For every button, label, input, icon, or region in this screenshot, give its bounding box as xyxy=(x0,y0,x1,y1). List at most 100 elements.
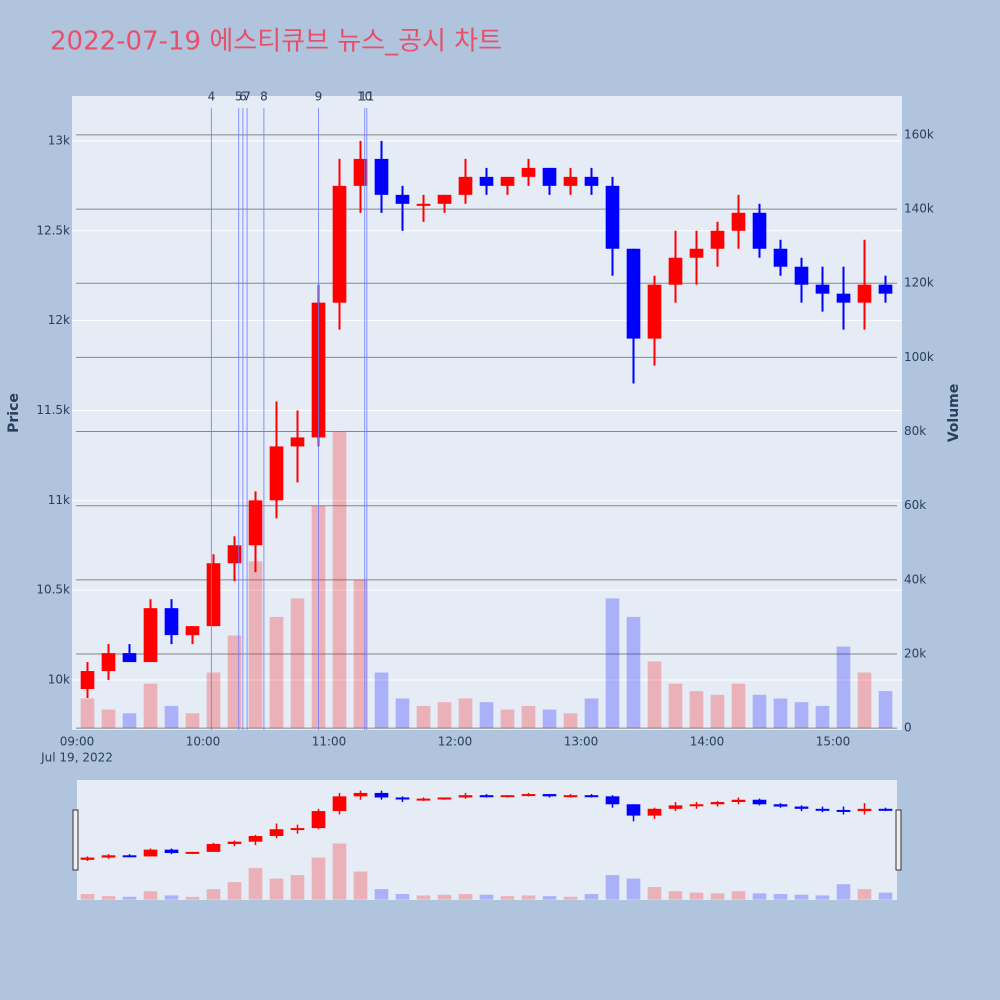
mini-candle-body xyxy=(80,857,95,860)
y-tick-label: 13k xyxy=(48,133,70,147)
candle-body xyxy=(836,293,851,303)
mini-volume-bar xyxy=(143,891,158,900)
candle-body xyxy=(710,230,725,249)
volume-bar xyxy=(227,635,242,729)
mini-candle-body xyxy=(731,799,746,803)
mini-candle-body xyxy=(752,799,767,805)
volume-bar xyxy=(269,616,284,729)
candle-body xyxy=(248,500,263,546)
mini-volume-bar xyxy=(416,895,431,900)
mini-volume-bar xyxy=(815,895,830,900)
y-axis-title: Price xyxy=(6,393,22,433)
mini-volume-bar xyxy=(227,882,242,900)
mini-volume-bar xyxy=(185,896,200,900)
mini-volume-bar xyxy=(479,894,494,900)
mini-candle-body xyxy=(437,797,452,800)
candle-body xyxy=(458,176,473,195)
candle-body xyxy=(647,284,662,339)
y-tick-label: 12.5k xyxy=(36,223,70,237)
x-tick-label: 12:00 xyxy=(438,735,473,749)
y2-tick-label: 80k xyxy=(904,424,926,438)
volume-bar xyxy=(626,616,641,729)
candle-body xyxy=(752,212,767,249)
volume-bar xyxy=(878,691,893,729)
y2-axis-title: Volume xyxy=(946,384,962,443)
mini-volume-bar xyxy=(668,891,683,900)
mini-candle-body xyxy=(794,806,809,809)
candle-body xyxy=(122,653,137,663)
news-label: 8 xyxy=(260,90,268,104)
volume-bar xyxy=(689,691,704,729)
mini-candle-body xyxy=(416,798,431,801)
mini-volume-bar xyxy=(752,893,767,900)
candle-body xyxy=(206,563,221,627)
candle-body xyxy=(731,212,746,231)
range-handle[interactable] xyxy=(895,809,902,871)
news-label: 10 xyxy=(357,90,372,104)
candle-body xyxy=(353,158,368,186)
mini-volume-bar xyxy=(878,892,893,900)
volume-bar xyxy=(773,698,788,729)
candle-body xyxy=(815,284,830,294)
mini-volume-bar xyxy=(521,895,536,900)
candle-body xyxy=(269,446,284,501)
candle-body xyxy=(416,203,431,206)
mini-volume-bar xyxy=(647,887,662,900)
mini-candle-body xyxy=(185,851,200,854)
y-tick-label: 10k xyxy=(48,673,70,687)
news-label: 6 xyxy=(239,90,247,104)
candle-body xyxy=(605,185,620,249)
y-tick-label: 11.5k xyxy=(36,403,70,417)
mini-candle-body xyxy=(626,804,641,816)
mini-volume-bar xyxy=(794,894,809,900)
mini-volume-bar xyxy=(164,895,179,900)
candle-body xyxy=(185,626,200,636)
mini-volume-bar xyxy=(122,896,137,900)
candle-body xyxy=(794,266,809,285)
x-tick-label: 11:00 xyxy=(312,735,347,749)
volume-bar xyxy=(584,698,599,729)
mini-volume-bar xyxy=(332,843,347,900)
mini-volume-bar xyxy=(500,896,515,900)
y2-tick-label: 40k xyxy=(904,572,926,586)
news-label: 5 xyxy=(235,90,243,104)
volume-bar xyxy=(815,705,830,729)
mini-volume-bar xyxy=(395,894,410,900)
mini-candle-body xyxy=(227,841,242,844)
volume-bar xyxy=(101,709,116,729)
x-tick-label: 09:00 xyxy=(60,735,95,749)
candle-body xyxy=(626,248,641,339)
candle-body xyxy=(332,185,347,303)
volume-bar xyxy=(395,698,410,729)
mini-candle-body xyxy=(584,795,599,798)
volume-bar xyxy=(353,579,368,729)
news-label: 11 xyxy=(359,90,374,104)
volume-bar xyxy=(185,713,200,729)
y2-tick-label: 160k xyxy=(904,127,934,141)
candle-body xyxy=(857,284,872,303)
y2-tick-label: 60k xyxy=(904,498,926,512)
range-slider[interactable] xyxy=(77,780,897,900)
mini-volume-bar xyxy=(269,878,284,900)
volume-bar xyxy=(563,713,578,729)
mini-candle-body xyxy=(500,795,515,798)
mini-candle-body xyxy=(605,796,620,805)
volume-bar xyxy=(836,646,851,729)
mini-volume-bar xyxy=(101,896,116,900)
mini-volume-bar xyxy=(563,896,578,900)
x-tick-label: 14:00 xyxy=(690,735,725,749)
volume-bar xyxy=(479,702,494,729)
mini-volume-bar xyxy=(773,894,788,900)
mini-candle-body xyxy=(689,804,704,807)
y2-tick-label: 0 xyxy=(904,721,912,735)
candle-body xyxy=(563,176,578,186)
mini-candle-body xyxy=(647,808,662,816)
x-tick-label: 15:00 xyxy=(816,735,851,749)
candle-body xyxy=(374,158,389,195)
mini-candle-body xyxy=(332,796,347,812)
range-handle[interactable] xyxy=(72,809,79,871)
volume-bar xyxy=(458,698,473,729)
mini-volume-bar xyxy=(80,894,95,900)
mini-candle-body xyxy=(458,795,473,798)
volume-bar xyxy=(668,683,683,729)
